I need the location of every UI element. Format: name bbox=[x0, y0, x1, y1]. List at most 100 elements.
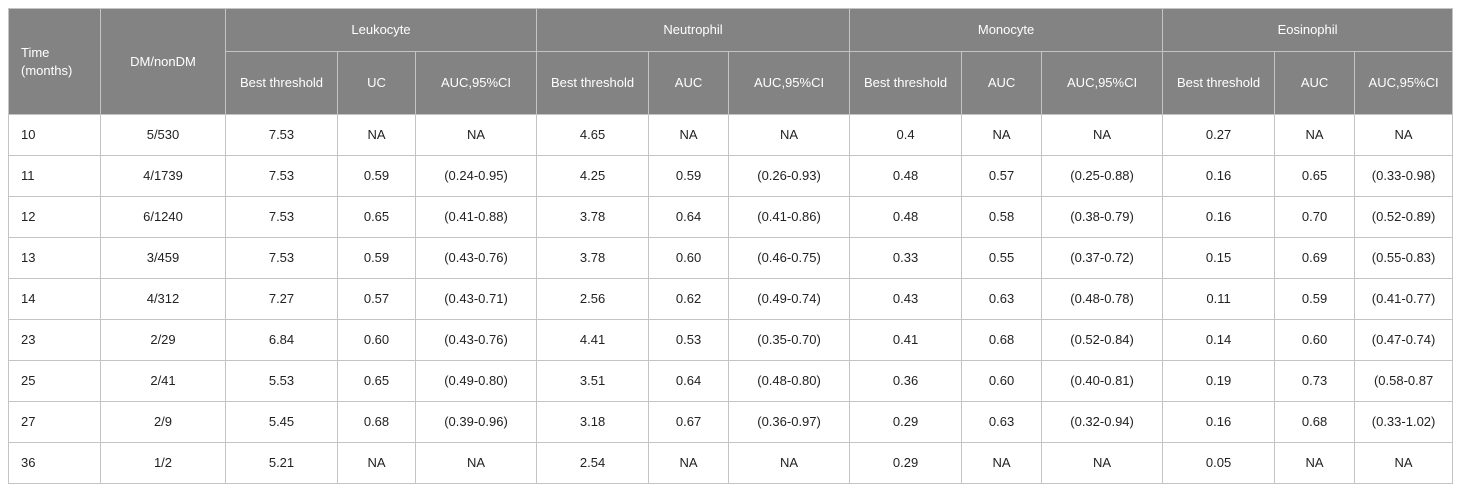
ci-cell: (0.41-0.77) bbox=[1354, 278, 1454, 320]
threshold-cell: 4.25 bbox=[536, 155, 650, 197]
ci-cell: (0.39-0.96) bbox=[414, 401, 538, 443]
auc-cell: 0.63 bbox=[961, 401, 1043, 443]
ci-cell: (0.47-0.74) bbox=[1354, 319, 1454, 361]
ci-cell: (0.41-0.88) bbox=[414, 196, 538, 238]
time-cell: 25 bbox=[8, 360, 101, 402]
auc-cell: 0.53 bbox=[648, 319, 730, 361]
group-header-neutrophil: Neutrophil bbox=[536, 8, 851, 52]
auc-cell: 0.59 bbox=[1274, 278, 1356, 320]
ci-cell: (0.49-0.74) bbox=[728, 278, 851, 320]
auc-cell: 0.59 bbox=[337, 237, 416, 279]
threshold-cell: 6.84 bbox=[225, 319, 338, 361]
threshold-cell: 0.41 bbox=[849, 319, 963, 361]
ci-cell: (0.37-0.72) bbox=[1041, 237, 1164, 279]
ci-cell: NA bbox=[728, 114, 851, 156]
auc-cell: NA bbox=[648, 114, 730, 156]
table-row: 27 2/9 5.45 0.68 (0.39-0.96) 3.18 0.67 (0.36-0.… bbox=[8, 401, 1454, 443]
table-row: 10 5/530 7.53 NA NA 4.65 NA NA 0.4 NA NA 0.27 NA NA bbox=[8, 114, 1454, 156]
time-cell: 10 bbox=[8, 114, 101, 156]
auc-cell: NA bbox=[648, 442, 730, 484]
subheader-auc: AUC bbox=[961, 51, 1043, 115]
auc-cell: 0.64 bbox=[648, 360, 730, 402]
ci-cell: NA bbox=[1041, 114, 1164, 156]
auc-cell: 0.67 bbox=[648, 401, 730, 443]
subheader-threshold: Best threshold bbox=[1162, 51, 1276, 115]
threshold-cell: 0.48 bbox=[849, 155, 963, 197]
subheader-threshold: Best threshold bbox=[536, 51, 650, 115]
dm-nondm-cell: 2/29 bbox=[100, 319, 226, 361]
table-row: 11 4/1739 7.53 0.59 (0.24-0.95) 4.25 0.59 (0.26… bbox=[8, 155, 1454, 197]
threshold-cell: 2.54 bbox=[536, 442, 650, 484]
group-header-monocyte: Monocyte bbox=[849, 8, 1164, 52]
auc-cell: 0.55 bbox=[961, 237, 1043, 279]
time-cell: 36 bbox=[8, 442, 101, 484]
ci-cell: (0.33-1.02) bbox=[1354, 401, 1454, 443]
threshold-cell: 0.29 bbox=[849, 401, 963, 443]
ci-cell: (0.41-0.86) bbox=[728, 196, 851, 238]
time-header: Time (months) bbox=[8, 8, 101, 115]
ci-cell: (0.40-0.81) bbox=[1041, 360, 1164, 402]
subheader-auc: UC bbox=[337, 51, 416, 115]
threshold-cell: 3.78 bbox=[536, 237, 650, 279]
ci-cell: (0.43-0.76) bbox=[414, 319, 538, 361]
threshold-cell: 0.16 bbox=[1162, 401, 1276, 443]
ci-cell: (0.58-0.87 bbox=[1354, 360, 1454, 402]
table-row: 13 3/459 7.53 0.59 (0.43-0.76) 3.78 0.60 (0.46-… bbox=[8, 237, 1454, 279]
threshold-cell: 0.11 bbox=[1162, 278, 1276, 320]
ci-cell: (0.36-0.97) bbox=[728, 401, 851, 443]
ci-cell: NA bbox=[1354, 442, 1454, 484]
auc-cell: NA bbox=[337, 442, 416, 484]
threshold-cell: 7.53 bbox=[225, 196, 338, 238]
threshold-cell: 3.18 bbox=[536, 401, 650, 443]
auc-cell: NA bbox=[961, 114, 1043, 156]
auc-cell: 0.65 bbox=[1274, 155, 1356, 197]
group-header-eosinophil: Eosinophil bbox=[1162, 8, 1454, 52]
ci-cell: (0.38-0.79) bbox=[1041, 196, 1164, 238]
auc-cell: 0.68 bbox=[961, 319, 1043, 361]
subheader-auc: AUC bbox=[648, 51, 730, 115]
ci-cell: (0.55-0.83) bbox=[1354, 237, 1454, 279]
auc-cell: 0.57 bbox=[961, 155, 1043, 197]
ci-cell: (0.48-0.80) bbox=[728, 360, 851, 402]
ci-cell: (0.52-0.84) bbox=[1041, 319, 1164, 361]
auc-cell: 0.62 bbox=[648, 278, 730, 320]
time-cell: 11 bbox=[8, 155, 101, 197]
auc-cell: 0.70 bbox=[1274, 196, 1356, 238]
dm-nondm-cell: 1/2 bbox=[100, 442, 226, 484]
threshold-cell: 3.51 bbox=[536, 360, 650, 402]
threshold-cell: 0.36 bbox=[849, 360, 963, 402]
table-body: 10 5/530 7.53 NA NA 4.65 NA NA 0.4 NA NA 0.27 NA NA 11… bbox=[8, 114, 1454, 484]
threshold-cell: 7.53 bbox=[225, 114, 338, 156]
threshold-cell: 0.05 bbox=[1162, 442, 1276, 484]
threshold-cell: 0.19 bbox=[1162, 360, 1276, 402]
table-row: 25 2/41 5.53 0.65 (0.49-0.80) 3.51 0.64 (0.48-0… bbox=[8, 360, 1454, 402]
ci-cell: NA bbox=[414, 442, 538, 484]
auc-cell: 0.64 bbox=[648, 196, 730, 238]
ci-cell: (0.25-0.88) bbox=[1041, 155, 1164, 197]
table-row: 23 2/29 6.84 0.60 (0.43-0.76) 4.41 0.53 (0.35-0… bbox=[8, 319, 1454, 361]
dm-header: DM/nonDM bbox=[100, 8, 226, 115]
threshold-cell: 5.45 bbox=[225, 401, 338, 443]
time-cell: 12 bbox=[8, 196, 101, 238]
auc-cell: 0.73 bbox=[1274, 360, 1356, 402]
auc-cell: 0.68 bbox=[337, 401, 416, 443]
auc-cell: NA bbox=[1274, 114, 1356, 156]
ci-cell: NA bbox=[1354, 114, 1454, 156]
threshold-cell: 0.27 bbox=[1162, 114, 1276, 156]
table-header: Time (months) DM/nonDM Leukocyte Neutrop… bbox=[8, 8, 1454, 115]
dm-nondm-cell: 2/41 bbox=[100, 360, 226, 402]
auc-cell: 0.68 bbox=[1274, 401, 1356, 443]
subheader-threshold: Best threshold bbox=[849, 51, 963, 115]
threshold-cell: 7.53 bbox=[225, 237, 338, 279]
auc-cell: 0.59 bbox=[648, 155, 730, 197]
threshold-cell: 0.16 bbox=[1162, 196, 1276, 238]
threshold-cell: 7.27 bbox=[225, 278, 338, 320]
threshold-cell: 0.33 bbox=[849, 237, 963, 279]
ci-cell: (0.46-0.75) bbox=[728, 237, 851, 279]
ci-cell: (0.49-0.80) bbox=[414, 360, 538, 402]
auc-cell: 0.65 bbox=[337, 196, 416, 238]
auc-cell: 0.58 bbox=[961, 196, 1043, 238]
threshold-cell: 4.65 bbox=[536, 114, 650, 156]
ci-cell: NA bbox=[728, 442, 851, 484]
table-row: 36 1/2 5.21 NA NA 2.54 NA NA 0.29 NA NA 0.05 NA NA bbox=[8, 442, 1454, 484]
